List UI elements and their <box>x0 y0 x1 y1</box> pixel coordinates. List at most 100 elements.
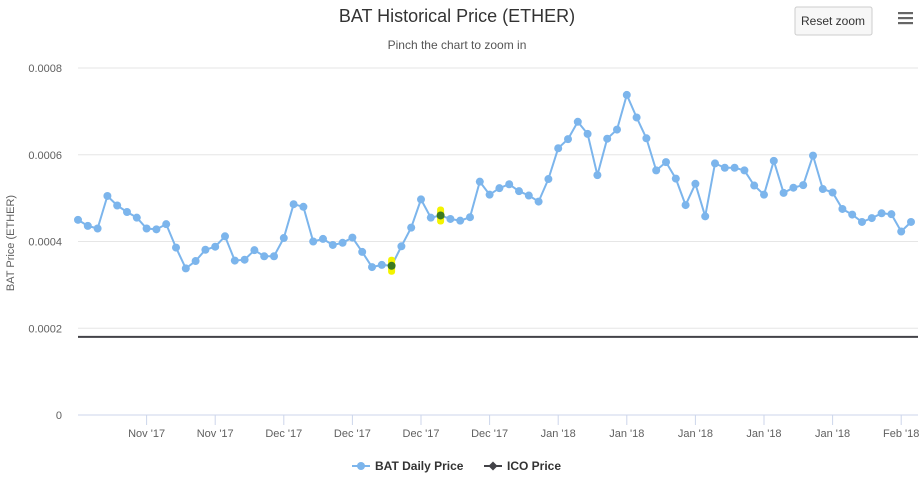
bat-data-point[interactable] <box>260 252 269 261</box>
legend: BAT Daily Price ICO Price <box>352 459 561 473</box>
bat-data-point[interactable] <box>652 166 661 175</box>
bat-data-point[interactable] <box>818 185 827 194</box>
bat-data-point[interactable] <box>142 224 151 233</box>
bat-data-point[interactable] <box>622 90 631 99</box>
bat-data-point[interactable] <box>387 261 396 270</box>
bat-data-point[interactable] <box>564 135 572 144</box>
bat-data-point[interactable] <box>338 238 347 247</box>
bat-data-point[interactable] <box>897 227 906 236</box>
bat-data-point[interactable] <box>466 213 474 222</box>
bat-data-point[interactable] <box>270 252 278 261</box>
bat-data-point[interactable] <box>211 242 220 251</box>
bat-data-point[interactable] <box>681 201 690 210</box>
bat-data-point[interactable] <box>701 212 710 221</box>
bat-data-point[interactable] <box>671 174 680 183</box>
reset-zoom-label: Reset zoom <box>801 14 865 28</box>
bat-data-point[interactable] <box>123 208 131 217</box>
bat-data-point[interactable] <box>230 256 239 265</box>
bat-data-point[interactable] <box>475 177 484 186</box>
y-tick-label: 0.0002 <box>28 323 62 335</box>
bat-data-point[interactable] <box>642 134 651 143</box>
bat-data-point[interactable] <box>446 214 455 223</box>
legend-item-ico-price[interactable]: ICO Price <box>484 459 561 473</box>
bat-data-point[interactable] <box>828 188 837 197</box>
y-tick-label: 0.0008 <box>28 63 62 75</box>
bat-data-point[interactable] <box>583 129 592 138</box>
x-tick-label: Feb '18 <box>883 428 919 440</box>
hamburger-menu-icon[interactable] <box>896 7 916 27</box>
bat-data-point[interactable] <box>348 233 357 242</box>
bat-data-point[interactable] <box>191 257 200 266</box>
bat-data-point[interactable] <box>515 187 523 196</box>
bat-data-point[interactable] <box>426 213 435 222</box>
bat-data-point[interactable] <box>848 210 857 219</box>
bat-data-point[interactable] <box>573 117 582 126</box>
reset-zoom-button[interactable]: Reset zoom <box>794 6 873 36</box>
legend-label-bat: BAT Daily Price <box>375 459 464 473</box>
bat-data-point[interactable] <box>887 210 896 219</box>
bat-data-point[interactable] <box>289 200 298 209</box>
bat-data-point[interactable] <box>877 209 886 218</box>
bat-data-point[interactable] <box>544 175 553 184</box>
bat-data-point[interactable] <box>769 156 778 165</box>
bat-data-point[interactable] <box>377 260 386 269</box>
bat-data-point[interactable] <box>838 204 847 213</box>
legend-item-bat-daily-price[interactable]: BAT Daily Price <box>352 459 464 473</box>
bat-data-point[interactable] <box>319 234 327 243</box>
bat-data-point[interactable] <box>397 242 406 251</box>
bat-data-point[interactable] <box>172 243 180 252</box>
bat-data-point[interactable] <box>74 215 82 224</box>
bat-data-point[interactable] <box>299 202 308 211</box>
bat-data-point[interactable] <box>240 255 249 264</box>
bat-data-point[interactable] <box>593 171 602 180</box>
bat-data-point[interactable] <box>113 201 122 210</box>
bat-data-point[interactable] <box>730 163 739 172</box>
bat-data-point[interactable] <box>505 180 514 189</box>
bat-data-point[interactable] <box>456 216 465 225</box>
bat-data-point[interactable] <box>368 263 376 272</box>
bat-data-point[interactable] <box>495 184 504 193</box>
bat-data-point[interactable] <box>613 125 621 134</box>
bat-data-point[interactable] <box>662 158 670 167</box>
bat-data-point[interactable] <box>279 234 288 243</box>
bat-data-point[interactable] <box>809 151 817 160</box>
bat-data-point[interactable] <box>436 211 445 220</box>
bat-data-point[interactable] <box>152 225 161 234</box>
bat-data-point[interactable] <box>534 197 543 206</box>
bat-data-point[interactable] <box>328 240 337 249</box>
bat-data-point[interactable] <box>201 245 210 254</box>
bat-data-point[interactable] <box>554 144 563 153</box>
bat-data-point[interactable] <box>711 159 719 168</box>
bat-data-point[interactable] <box>83 221 92 230</box>
bat-data-point[interactable] <box>907 217 915 226</box>
bat-data-point[interactable] <box>789 183 798 192</box>
bat-data-point[interactable] <box>132 213 141 222</box>
x-tick-label: Jan '18 <box>609 428 644 440</box>
bat-data-point[interactable] <box>309 237 318 246</box>
bat-data-point[interactable] <box>221 232 229 241</box>
bat-data-point[interactable] <box>799 181 808 190</box>
bat-data-point[interactable] <box>691 179 700 188</box>
bat-data-point[interactable] <box>603 134 612 143</box>
bat-data-point[interactable] <box>417 195 425 204</box>
bat-data-point[interactable] <box>740 166 749 175</box>
bat-data-point[interactable] <box>632 113 641 122</box>
x-tick-label: Dec '17 <box>265 428 302 440</box>
bat-data-point[interactable] <box>485 190 494 199</box>
bat-data-point[interactable] <box>181 264 190 273</box>
bat-data-point[interactable] <box>250 246 259 255</box>
bat-data-point[interactable] <box>750 181 759 190</box>
x-axis: Nov '17 Nov '17 Dec '17 Dec '17 Dec '17 Dec '… <box>78 414 919 440</box>
bat-data-point[interactable] <box>720 163 729 172</box>
bat-data-point[interactable] <box>358 247 367 256</box>
bat-data-point[interactable] <box>93 224 102 233</box>
bat-data-point[interactable] <box>760 190 768 199</box>
bat-data-point[interactable] <box>407 223 416 232</box>
bat-data-point[interactable] <box>524 191 533 200</box>
bat-data-point[interactable] <box>858 217 866 226</box>
bat-data-point[interactable] <box>779 188 788 197</box>
bat-data-point[interactable] <box>162 220 171 229</box>
bat-data-point[interactable] <box>103 191 112 200</box>
bat-data-point[interactable] <box>867 214 876 223</box>
